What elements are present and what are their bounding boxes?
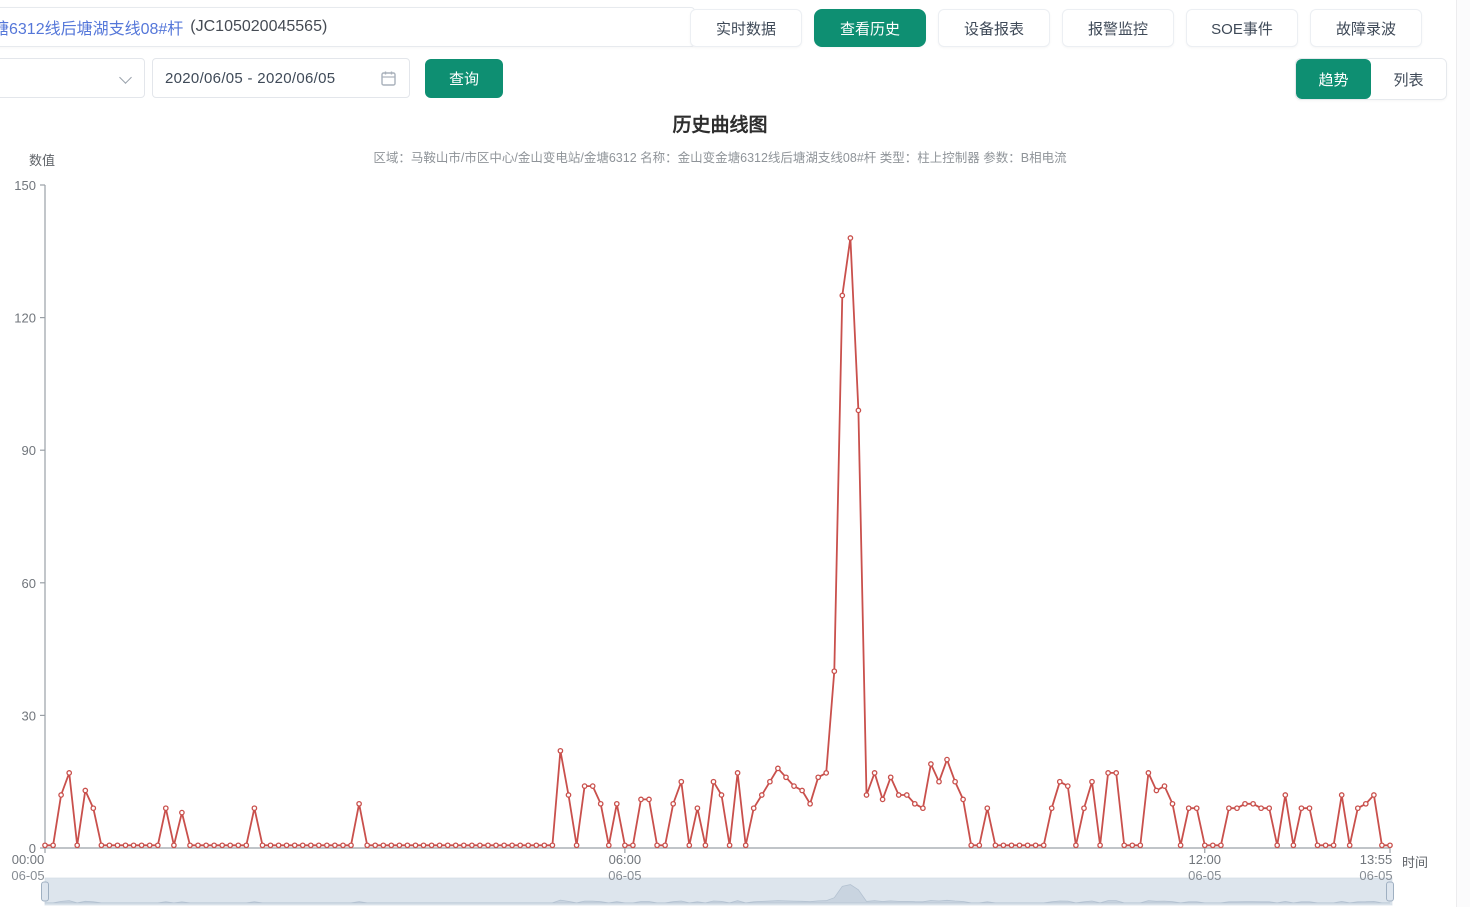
history-line-chart[interactable]: 0306090120150数值时间00:0006-0506:0006-0512:… [0,140,1456,907]
chevron-down-icon [119,71,132,84]
parameter-select[interactable] [0,58,145,98]
tab-view-history[interactable]: 查看历史 [814,9,926,47]
svg-text:06-05: 06-05 [11,868,44,883]
chart-title: 历史曲线图 [672,115,768,136]
svg-text:00:00: 00:00 [12,852,45,867]
svg-text:06-05: 06-05 [1188,868,1221,883]
trend-button[interactable]: 趋势 [1296,59,1371,99]
tab-realtime-data[interactable]: 实时数据 [690,9,802,47]
datazoom-slider[interactable] [41,877,1394,906]
tab-fault-recording[interactable]: 故障录波 [1310,9,1422,47]
svg-text:0: 0 [29,841,36,856]
tab-alarm-monitor[interactable]: 报警监控 [1062,9,1174,47]
svg-text:13:55: 13:55 [1360,852,1393,867]
top-tab-bar: 实时数据 查看历史 设备报表 报警监控 SOE事件 故障录波 [690,9,1422,47]
axes [40,184,1391,853]
view-mode-toggle: 趋势 列表 [1295,58,1447,100]
date-range-input[interactable]: 2020/06/05 - 2020/06/05 [152,58,410,98]
datazoom-left-handle[interactable] [41,881,49,902]
chart-subtitle: 区域：马鞍山市/市区中心/金山变电站/金塘6312 名称：金山变金塘6312线后… [373,151,1067,165]
svg-text:60: 60 [22,576,36,591]
page-scrollbar[interactable] [1456,0,1470,907]
svg-text:90: 90 [22,443,36,458]
date-range-value: 2020/06/05 - 2020/06/05 [165,69,336,87]
svg-text:数值: 数值 [29,153,55,168]
tab-soe-events[interactable]: SOE事件 [1186,9,1298,47]
query-button[interactable]: 查询 [425,59,503,98]
device-code: (JC105020045565) [190,18,328,35]
svg-text:06-05: 06-05 [608,868,641,883]
calendar-icon[interactable] [380,70,397,87]
device-title-link[interactable]: 塘6312线后塘湖支线08#杆 [0,21,184,38]
svg-text:06:00: 06:00 [609,852,642,867]
svg-text:120: 120 [14,311,36,326]
svg-text:时间: 时间 [1402,855,1428,870]
list-button[interactable]: 列表 [1371,59,1446,99]
datazoom-right-handle[interactable] [1386,881,1394,902]
svg-text:150: 150 [14,178,36,193]
svg-text:30: 30 [22,708,36,723]
device-title-box: 塘6312线后塘湖支线08#杆 (JC105020045565) [0,7,695,47]
svg-text:12:00: 12:00 [1188,852,1221,867]
tab-device-report[interactable]: 设备报表 [938,9,1050,47]
svg-text:06-05: 06-05 [1359,868,1392,883]
series-line [42,235,1393,849]
